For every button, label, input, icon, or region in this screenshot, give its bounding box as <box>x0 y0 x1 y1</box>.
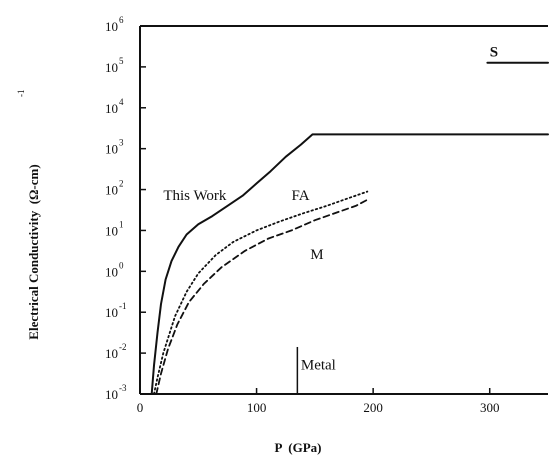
y-tick-label: 10 <box>105 183 118 198</box>
series-line-this-work <box>150 133 549 395</box>
y-tick-label: 10 <box>105 223 118 238</box>
x-axis-title: P (GPa) <box>275 440 322 455</box>
series-line-m <box>155 198 369 395</box>
y-tick-exponent: 3 <box>119 138 124 148</box>
y-tick-label: 10 <box>105 264 118 279</box>
y-tick-label: 10 <box>105 305 118 320</box>
y-axis-title: Electrical Conductivity (Ω-cm) <box>26 164 41 339</box>
y-tick-label: 10 <box>105 387 118 402</box>
y-tick-label: 10 <box>105 142 118 157</box>
y-tick-label: 10 <box>105 346 118 361</box>
y-tick-label: 10 <box>105 101 118 116</box>
y-tick-label: 10 <box>105 19 118 34</box>
axes <box>139 25 548 395</box>
y-tick-exponent: 4 <box>119 97 124 107</box>
x-tick-label: 100 <box>247 400 267 415</box>
y-tick-exponent: 2 <box>119 179 124 189</box>
series-layer <box>150 61 549 395</box>
y-tick-exponent: -2 <box>119 342 127 352</box>
y-tick-exponent: 0 <box>119 260 124 270</box>
y-tick-exponent: 1 <box>119 219 124 229</box>
y-tick-exponent: 5 <box>119 56 124 66</box>
x-axis-ticks: 0 100 200 300 <box>137 388 500 415</box>
annotation-metal: Metal <box>301 357 336 373</box>
y-tick-exponent: -1 <box>119 301 127 311</box>
y-axis-title-exponent: -1 <box>16 90 26 98</box>
y-tick-exponent: 6 <box>119 15 124 25</box>
series-line-fa <box>153 190 369 395</box>
y-tick-label: 10 <box>105 60 118 75</box>
annotation-layer: This Work FA M S Metal <box>163 45 498 374</box>
x-tick-label: 300 <box>480 400 500 415</box>
x-tick-label: 200 <box>363 400 383 415</box>
x-tick-label: 0 <box>137 400 144 415</box>
annotation-m: M <box>310 247 323 263</box>
annotation-this-work: This Work <box>163 188 227 204</box>
y-axis-title-group: Electrical Conductivity (Ω-cm) <box>26 164 41 339</box>
annotation-s: S <box>490 45 498 61</box>
annotation-fa: FA <box>292 188 310 204</box>
y-tick-exponent: -3 <box>119 383 127 393</box>
